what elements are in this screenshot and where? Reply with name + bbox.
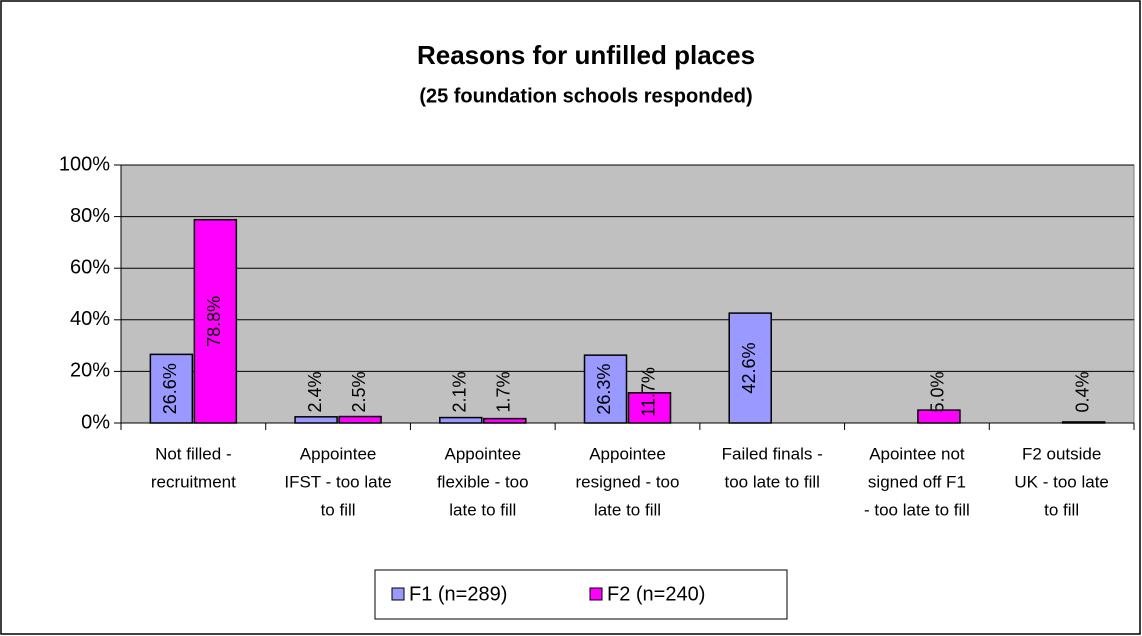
value-label: 26.6%: [160, 363, 180, 414]
x-tick-label: late to fill: [594, 500, 661, 519]
x-tick-label: Appointee: [300, 444, 377, 463]
value-label: 2.5%: [349, 371, 369, 412]
value-label: 5.0%: [928, 371, 948, 412]
x-tick-label: late to fill: [449, 500, 516, 519]
x-tick-label: flexible - too: [437, 472, 529, 491]
plot-area: [120, 164, 1135, 424]
x-tick-label: Appointee: [444, 444, 521, 463]
value-label: 26.3%: [594, 364, 614, 415]
value-label: 2.1%: [450, 371, 470, 412]
x-tick-label: UK - too late: [1014, 472, 1109, 491]
x-tick-label: recruitment: [151, 472, 236, 491]
x-tick-label: to fill: [1044, 500, 1079, 519]
bar: [483, 417, 527, 424]
x-tick-label: Not filled -: [155, 444, 232, 463]
legend-swatch: [391, 587, 405, 601]
y-tick-label: 80%: [70, 205, 110, 227]
y-tick-label: 20%: [70, 360, 110, 382]
bar: [193, 218, 238, 424]
legend-label: F2 (n=240): [607, 583, 705, 605]
value-label: 0.4%: [1072, 371, 1092, 412]
bar: [149, 353, 194, 424]
bar: [627, 392, 672, 424]
bar: [338, 415, 382, 424]
y-tick-label: 100%: [59, 153, 110, 175]
x-tick-label: Appointee: [589, 444, 666, 463]
chart-subtitle: (25 foundation schools responded): [419, 85, 752, 107]
value-label: 42.6%: [739, 343, 759, 394]
bar: [728, 312, 772, 424]
bar: [294, 416, 338, 424]
value-label: 1.7%: [494, 371, 514, 412]
bar: [1061, 421, 1106, 424]
value-label: 2.4%: [305, 371, 325, 412]
x-tick-label: IFST - too late: [284, 472, 391, 491]
x-tick-label: to fill: [321, 500, 356, 519]
x-tick-label: F2 outside: [1022, 444, 1101, 463]
x-tick-label: too late to fill: [724, 472, 819, 491]
bar: [583, 354, 628, 424]
x-tick-label: resigned - too: [576, 472, 680, 491]
bar: [917, 409, 961, 424]
x-tick-label: signed off F1: [868, 472, 966, 491]
value-label: 11.7%: [638, 367, 658, 417]
legend-label: F1 (n=289): [409, 583, 507, 605]
x-tick-label: Apointee not: [869, 444, 965, 463]
value-label: 78.8%: [204, 296, 224, 347]
y-tick-label: 60%: [70, 256, 110, 278]
x-tick-label: Failed finals -: [722, 444, 823, 463]
legend-box: [374, 569, 788, 620]
bar: [439, 416, 483, 424]
x-tick-label: - too late to fill: [864, 500, 970, 519]
y-tick-label: 40%: [70, 308, 110, 330]
y-tick-label: 0%: [81, 411, 110, 433]
legend-swatch: [589, 587, 603, 601]
chart-title: Reasons for unfilled places: [417, 40, 755, 70]
